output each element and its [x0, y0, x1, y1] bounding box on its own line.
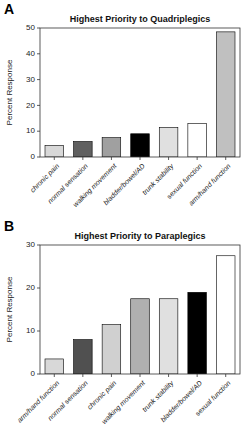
bar [159, 127, 178, 157]
x-tick [111, 374, 112, 377]
x-tick [140, 374, 141, 377]
y-axis-label: Percent Response [5, 276, 14, 342]
panel-label: B [4, 218, 14, 234]
plot-frame [40, 28, 240, 157]
bars [45, 256, 235, 374]
bar [216, 256, 235, 374]
y-tick-label: 0 [31, 369, 36, 378]
bar [131, 134, 150, 157]
x-tick [140, 157, 141, 160]
x-tick [197, 374, 198, 377]
bar [45, 145, 64, 157]
bar [216, 32, 235, 157]
title: Highest Priority to Quadriplegics [70, 14, 211, 24]
y-tick-label: 10 [26, 326, 35, 335]
y-tick [37, 245, 40, 246]
y-tick-label: 20 [26, 101, 35, 110]
bar [45, 359, 64, 374]
y-axis-label: Percent Response [5, 59, 14, 125]
x-tick-label: sexual function [194, 379, 232, 417]
panel-label: A [4, 1, 14, 17]
x-tick [197, 157, 198, 160]
chart-figure: 01020304050chronic painnormal sensationw… [0, 0, 246, 434]
x-tick [82, 157, 83, 160]
panel: 01020304050chronic painnormal sensationw… [4, 1, 240, 209]
bar [159, 299, 178, 374]
bars [45, 32, 235, 157]
y-tick [37, 28, 40, 29]
x-tick [225, 374, 226, 377]
y-tick [37, 105, 40, 106]
x-tick [111, 157, 112, 160]
y-tick-label: 50 [26, 23, 35, 32]
y-tick [37, 53, 40, 54]
x-tick-label: normal sensation [46, 379, 89, 422]
x-tick-label: bladder/bowel/AD [159, 379, 203, 423]
y-tick [37, 288, 40, 289]
y-tick-label: 30 [26, 75, 35, 84]
y-tick [37, 331, 40, 332]
x-tick [225, 157, 226, 160]
y-tick-label: 40 [26, 49, 35, 58]
bar [102, 138, 121, 157]
y-tick [37, 131, 40, 132]
x-tick [54, 374, 55, 377]
bar [131, 299, 150, 374]
title: Highest Priority to Paraplegics [74, 231, 205, 241]
x-tick-label: walking movement [72, 161, 119, 208]
x-tick [168, 374, 169, 377]
y-tick [37, 79, 40, 80]
bar [102, 325, 121, 374]
x-tick [168, 157, 169, 160]
x-tick-label: walking movement [100, 378, 147, 425]
y-tick [37, 157, 40, 158]
y-tick-label: 30 [26, 240, 35, 249]
plot-frame [40, 245, 240, 374]
x-tick-label: bladder/bowel/AD [102, 162, 146, 206]
y-tick [37, 374, 40, 375]
bar [74, 142, 93, 157]
x-tick-label: arm/hand function [187, 162, 232, 207]
bar [74, 340, 93, 374]
bar [188, 292, 207, 374]
y-tick-label: 10 [26, 126, 35, 135]
x-tick [54, 157, 55, 160]
x-tick [82, 374, 83, 377]
bar [188, 123, 207, 157]
y-tick-label: 0 [31, 152, 36, 161]
panel: 0102030arm/hand functionnormal sensation… [4, 218, 240, 426]
y-tick-label: 20 [26, 283, 35, 292]
